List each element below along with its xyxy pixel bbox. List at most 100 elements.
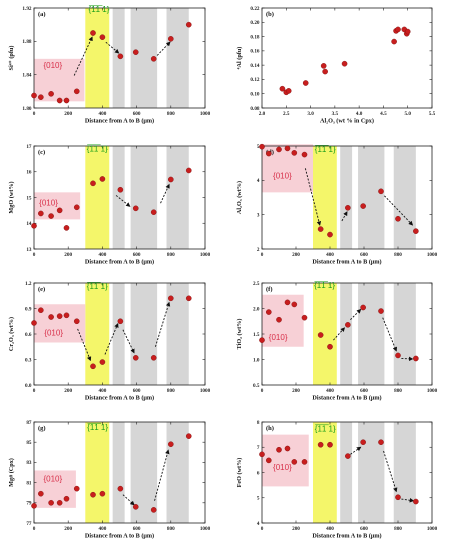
data-point: [90, 180, 96, 187]
region-label-010: {010}: [43, 61, 62, 70]
y-tick-label: 1.5: [253, 332, 260, 338]
trend-arrow: [156, 41, 171, 56]
x-tick-label: 400: [99, 111, 107, 117]
data-point: [132, 354, 139, 361]
x-axis-label: Distance from A to B (μm): [85, 533, 154, 540]
x-tick-label: 0: [33, 111, 36, 117]
data-point: [279, 85, 286, 92]
x-tick-label: 0: [261, 388, 264, 394]
data-point: [360, 439, 366, 446]
gray-band: [340, 422, 353, 523]
region-label-010: {010}: [43, 475, 62, 484]
x-tick-label: 1000: [427, 526, 438, 532]
x-axis-label: Distance from A to B (μm): [85, 259, 154, 266]
data-point: [284, 145, 291, 152]
data-point: [327, 231, 333, 238]
chart-panel-h: 0 200 400 600 800 1000 4 5 6 7 8 Distance from A to…: [236, 420, 438, 540]
x-tick-label: 800: [394, 252, 402, 258]
data-point: [150, 56, 157, 62]
x-axis-label: Distance from A to B (μm): [312, 395, 381, 402]
data-point: [291, 150, 298, 156]
data-point: [56, 207, 63, 214]
data-point: [167, 295, 174, 302]
gray-band: [340, 283, 353, 385]
trend-arrow: [333, 327, 346, 341]
x-tick-label: 0: [33, 526, 36, 532]
data-point: [150, 354, 157, 361]
y-tick-label: 2: [257, 247, 260, 253]
y-tick-label: 77: [26, 521, 32, 527]
x-tick-label: 1000: [200, 111, 211, 117]
gray-band: [112, 146, 125, 249]
y-tick-label: 6: [257, 470, 260, 476]
x-tick-label: 800: [167, 526, 175, 532]
x-tick-label: 400: [326, 388, 334, 394]
data-point: [276, 446, 282, 453]
plot-frame: [33, 7, 206, 109]
data-point: [185, 295, 192, 302]
gray-band: [166, 422, 189, 523]
y-tick-label: 0.18: [250, 34, 259, 40]
y-tick-label: 2.0: [253, 306, 260, 312]
pink-region-010: [34, 58, 85, 102]
x-tick-label: 1000: [200, 388, 211, 394]
x-tick-label: 600: [133, 111, 141, 117]
data-point: [413, 228, 419, 234]
y-tick-label: 81: [26, 480, 32, 486]
trend-arrow: [350, 308, 362, 321]
gray-band: [112, 283, 125, 385]
gray-band: [393, 422, 416, 523]
data-point: [284, 445, 291, 452]
y-axis-label: Si⁴⁺ (pfu): [8, 46, 15, 71]
y-tick-label: 4: [257, 178, 260, 184]
data-point: [395, 215, 401, 222]
x-tick-label: 1000: [427, 252, 438, 258]
yellow-region-111: [85, 422, 110, 523]
region-label-111: {̅1̅1̅ 1}: [314, 145, 336, 154]
panel-label: (f): [266, 286, 273, 293]
chart-panel-g: 0 200 400 600 800 1000 77 79 81 83 85 87 Distance fr…: [8, 420, 211, 540]
y-tick-label: 87: [26, 420, 32, 426]
y-axis-label: FeO (wt%): [236, 458, 243, 488]
chart-panel-c: 0 200 400 600 800 1000 13 14 15 16 17 Distance from…: [8, 144, 211, 266]
y-tick-label: 2.5: [253, 281, 260, 287]
chart-panel-a: 0 200 400 600 800 1000 1.80 1.84 1.88 1.92 Distanc…: [8, 5, 211, 124]
data-point: [291, 301, 298, 308]
data-point: [31, 92, 37, 99]
x-tick-label: 400: [326, 526, 334, 532]
x-tick-label: 200: [292, 388, 300, 394]
y-axis-label: TiO₂ (wt%): [236, 319, 243, 350]
gray-band: [166, 283, 189, 385]
gray-band: [166, 146, 189, 249]
x-tick-label: 800: [394, 526, 402, 532]
gray-band: [340, 146, 353, 249]
data-point: [90, 30, 96, 36]
x-tick-label: 0: [33, 388, 36, 394]
trend-arrow: [341, 211, 348, 222]
x-tick-label: 200: [292, 526, 300, 532]
data-point: [38, 307, 44, 314]
gray-band: [358, 283, 385, 385]
data-point: [48, 499, 54, 506]
trend-arrow: [77, 328, 92, 362]
yellow-region-111: [85, 146, 110, 249]
x-tick-label: 5.0: [404, 111, 411, 117]
x-tick-label: 4.5: [380, 111, 387, 117]
region-label-010: {010}: [44, 329, 63, 338]
y-tick-label: 0.6: [25, 332, 32, 338]
y-tick-label: 0.0: [25, 383, 32, 389]
data-point: [404, 28, 411, 35]
data-point: [90, 363, 96, 370]
data-point: [395, 26, 401, 33]
y-tick-label: 0.22: [250, 6, 259, 12]
x-tick-label: 600: [360, 388, 368, 394]
data-point: [99, 34, 106, 40]
data-point: [276, 316, 282, 323]
data-point: [167, 176, 174, 183]
data-point: [327, 343, 333, 350]
data-point: [259, 337, 265, 343]
y-tick-label: 0.5: [253, 383, 260, 389]
region-label-111: {̅1̅1̅ 1}: [314, 425, 336, 434]
x-axis-label: Distance from A to B (μm): [85, 395, 154, 402]
